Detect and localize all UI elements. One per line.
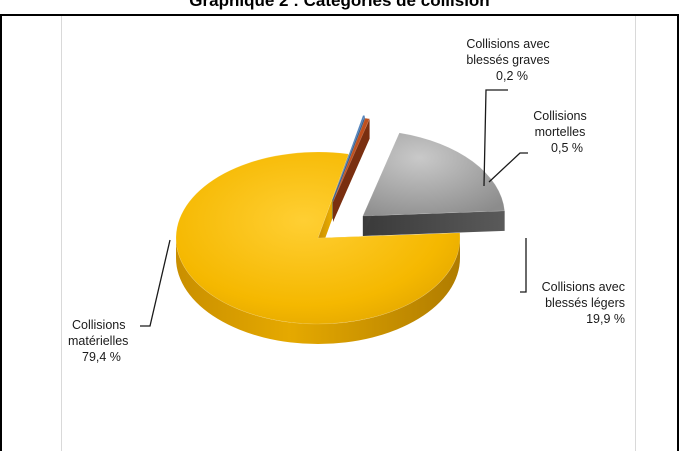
label-collisions-mortelles: Collisions mortelles 0,5 %: [515, 108, 605, 156]
leader-blesses-legers: [520, 238, 527, 293]
label-collisions-graves: Collisions avec blessés graves 0,2 %: [438, 36, 578, 84]
right-border: [677, 14, 679, 451]
chart-title: Graphique 2 : Catégories de collision: [189, 0, 490, 10]
slice-collisions-blesses-legers-wall: [362, 210, 505, 236]
label-collisions-materielles: Collisions matérielles 79,4 %: [68, 317, 168, 365]
leader-mortelles: [488, 152, 528, 183]
label-materielles-line2: matérielles: [68, 334, 129, 348]
top-border: [0, 14, 679, 16]
label-legers-line1: Collisions avec: [541, 280, 625, 294]
label-materielles-line1: Collisions: [72, 318, 126, 332]
plot-area: [61, 16, 636, 451]
leader-blesses-graves: [483, 89, 508, 187]
label-mortelles-line2: mortelles: [534, 125, 586, 139]
label-legers-value: 19,9 %: [586, 312, 625, 326]
label-legers-line2: blessés légers: [545, 296, 625, 310]
slice-collisions-mortelles: [332, 117, 371, 222]
label-mortelles-value: 0,5 %: [551, 141, 583, 155]
slice-collisions-mortelles-top: [332, 117, 371, 203]
label-graves-value: 0,2 %: [496, 69, 528, 83]
label-graves-line1: Collisions avec: [466, 37, 550, 51]
label-collisions-legers: Collisions avec blessés légers 19,9 %: [505, 279, 625, 327]
label-mortelles-line1: Collisions: [533, 109, 587, 123]
label-materielles-value: 79,4 %: [82, 350, 121, 364]
left-border: [0, 14, 2, 451]
slice-collisions-blesses-graves-top: [332, 115, 366, 200]
slice-collisions-materielles-top: [175, 151, 461, 325]
label-graves-line2: blessés graves: [466, 53, 550, 67]
slice-collisions-blesses-legers: [362, 132, 505, 236]
slice-collisions-materielles-side: [176, 238, 460, 344]
leader-materielles: [140, 239, 171, 327]
slice-collisions-blesses-legers-top: [362, 132, 505, 217]
